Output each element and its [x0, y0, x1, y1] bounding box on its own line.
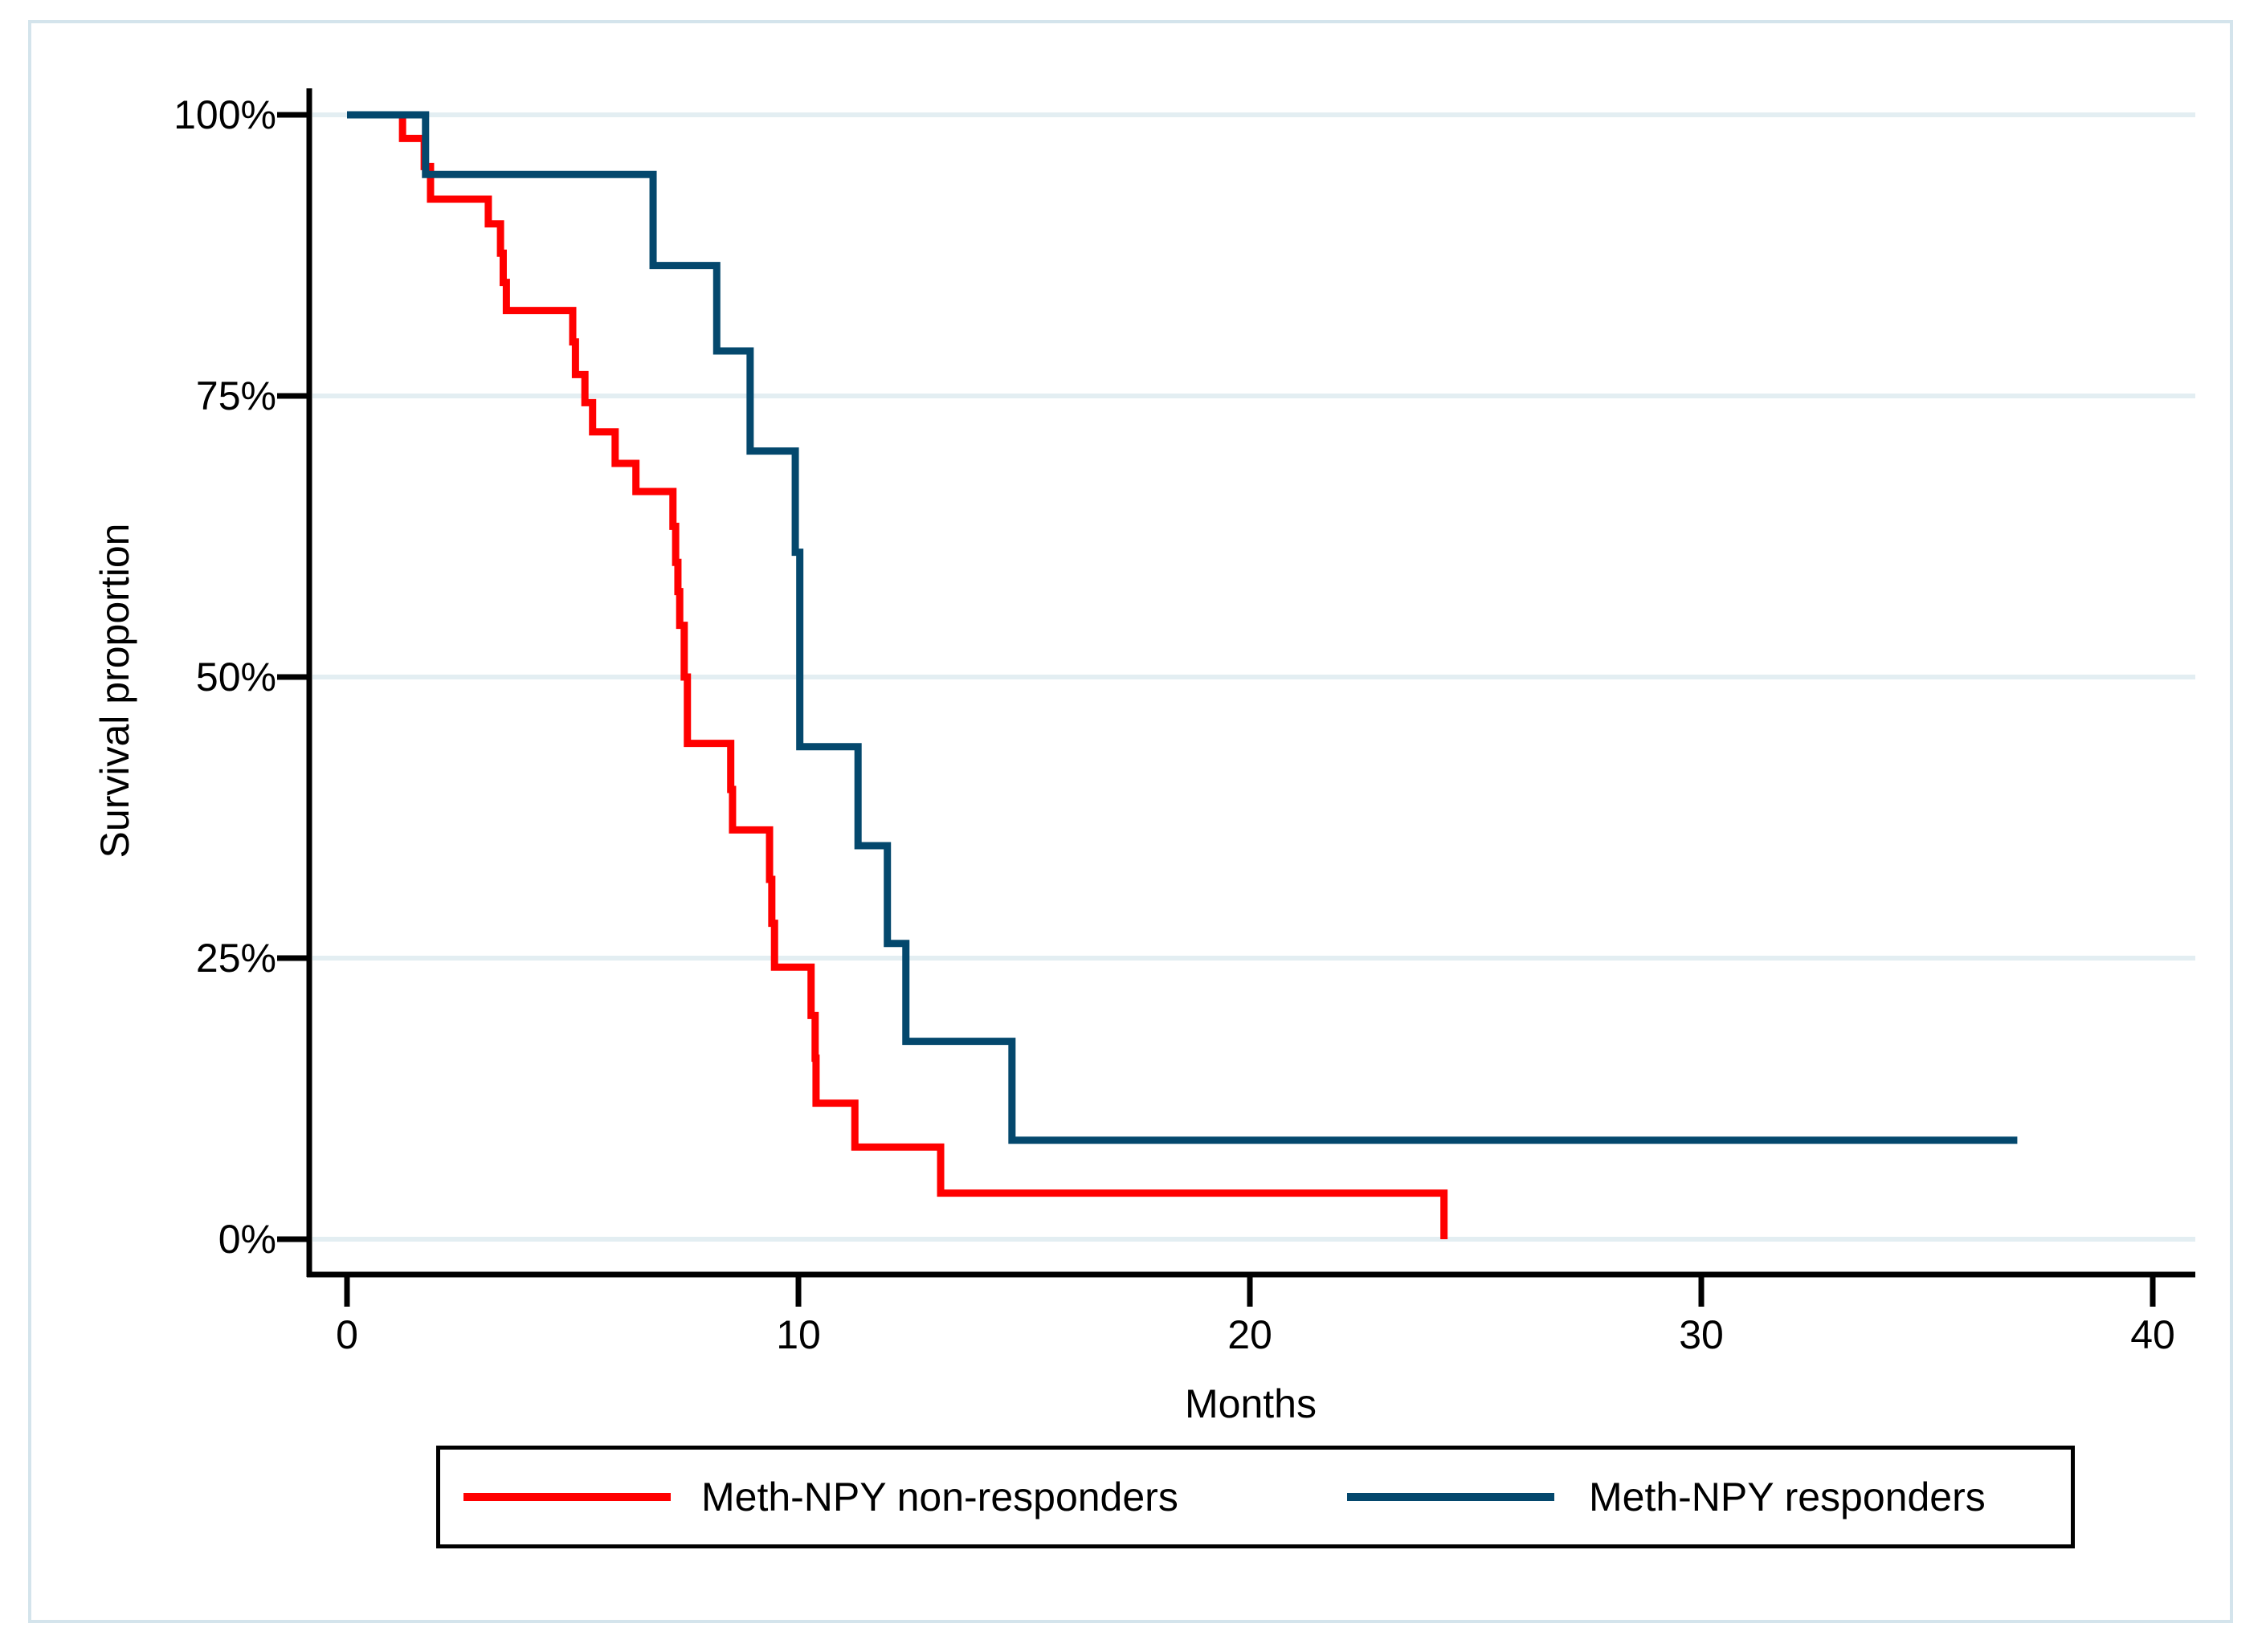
y-axis-title: Survival proportion — [92, 523, 137, 859]
survival-curve-non-responders — [347, 111, 1448, 1239]
survival-curve-responders — [347, 111, 2018, 1144]
legend: Meth-NPY non-responders Meth-NPY respond… — [436, 1446, 2075, 1548]
y-tick-label-50: 50% — [195, 655, 276, 700]
y-tick-label-100: 100% — [174, 92, 276, 137]
figure-frame — [28, 20, 2233, 1623]
x-axis-title: Months — [1185, 1381, 1317, 1426]
x-tick-label-30: 30 — [1679, 1312, 1724, 1357]
x-tick-label-40: 40 — [2130, 1312, 2175, 1357]
x-tick-label-0: 0 — [336, 1312, 358, 1357]
y-tick-label-75: 75% — [195, 373, 276, 418]
y-tick-label-0: 0% — [218, 1217, 276, 1262]
y-tick-label-25: 25% — [195, 936, 276, 981]
legend-label-non-responders: Meth-NPY non-responders — [701, 1475, 1178, 1519]
legend-swatch-responders — [1347, 1493, 1554, 1501]
legend-swatch-non-responders — [463, 1493, 671, 1501]
legend-label-responders: Meth-NPY responders — [1589, 1475, 1986, 1519]
x-tick-label-10: 10 — [776, 1312, 821, 1357]
x-tick-label-20: 20 — [1227, 1312, 1272, 1357]
